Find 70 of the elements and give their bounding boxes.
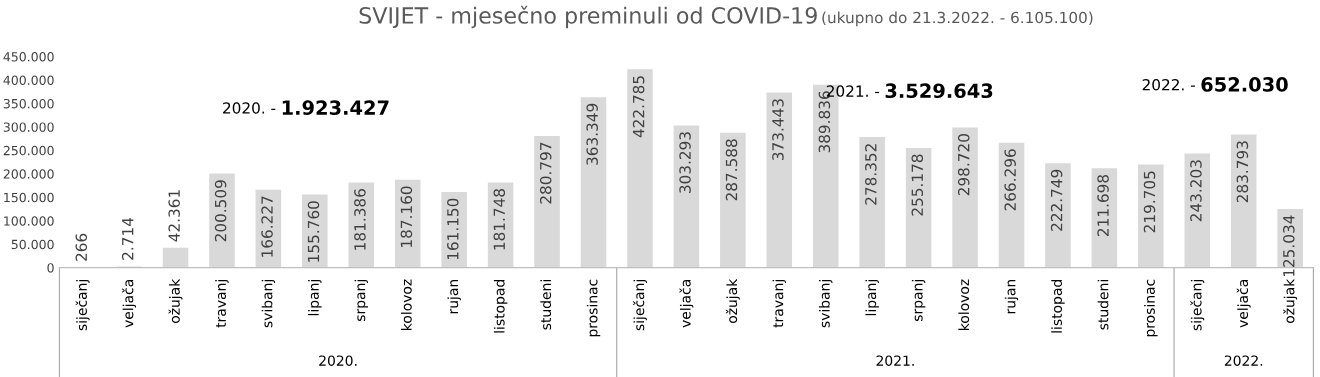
x-tick-label: siječanj [632,280,647,331]
data-label: 161.150 [447,198,459,260]
data-label: 287.588 [725,139,738,201]
x-tick-label: siječanj [1190,280,1205,331]
data-label: 2.714 [121,217,134,260]
x-tick-label: listopad [493,280,508,333]
y-tick-label: 150.000 [4,192,54,203]
data-label: 222.749 [1050,169,1063,231]
chart-subtitle: (ukupno do 21.3.2022. - 6.105.100) [822,11,1093,27]
x-tick-label: ožujak [1283,278,1298,324]
data-label: 181.386 [354,189,366,250]
data-label: 363.349 [586,103,598,165]
data-label: 187.160 [400,186,413,247]
data-label: 42.361 [168,190,180,242]
x-tick-label: siječanj [75,280,90,331]
x-tick-label: srpanj [911,280,926,321]
x-tick-label: travanj [772,280,787,328]
data-label: 280.797 [539,142,552,204]
data-label: 219.705 [1143,171,1156,233]
data-label: 166.227 [261,196,273,257]
data-label: 266.296 [1004,149,1016,211]
x-tick-label: studeni [540,280,552,330]
text: 2020. [319,355,357,366]
text: 2021. [876,355,914,366]
x-tick-label: lipanj [308,280,322,316]
data-label: 373.443 [772,99,784,161]
data-label: 200.509 [214,180,227,242]
data-label: 298.720 [957,134,970,196]
y-tick-label: 200.000 [3,169,54,179]
y-tick-label: 350.000 [3,98,54,109]
data-label: 255.178 [911,154,924,216]
x-tick-label: listopad [1051,280,1065,333]
annotation: 2020. - 1.923.427 [223,100,389,115]
x-tick-label: svibanj [819,280,833,328]
data-label: 422.785 [632,76,645,138]
y-tick-label: 300.000 [3,122,54,132]
y-tick-label: 100.000 [4,216,54,226]
x-tick-label: veljača [122,280,137,328]
x-tick-label: rujan [447,279,461,314]
annotation: 2022. - 652.030 [1142,77,1288,92]
x-tick-label: prosinac [1144,279,1158,337]
data-label: 125.034 [1283,215,1295,277]
x-tick-label: kolovoz [401,279,412,330]
x-tick-label: prosinac [586,279,601,337]
x-tick-label: veljača [1236,280,1251,328]
chart-title: SVIJET - mjesečno preminuli od COVID-19 [359,5,817,29]
x-tick-label: travanj [215,280,229,328]
x-tick-label: srpanj [354,280,369,321]
data-label: 303.293 [679,132,691,193]
data-label: 181.748 [493,189,506,250]
text: 2022. [1224,355,1263,366]
data-label: 243.203 [1190,160,1202,222]
y-tick-label: 50.000 [11,239,54,250]
y-tick-label: 450.000 [3,52,54,62]
x-tick-label: svibanj [261,280,276,328]
x-tick-label: ožujak [168,278,183,324]
y-tick-label: 250.000 [3,145,54,156]
x-tick-label: rujan [1004,279,1019,314]
data-label: 266 [75,233,88,261]
x-tick-label: studeni [1097,280,1109,330]
x-tick-label: kolovoz [958,279,970,330]
y-tick-label: 0 [47,263,54,273]
x-tick-label: ožujak [725,278,740,324]
data-label: 211.698 [1097,174,1109,236]
x-tick-label: veljača [679,280,694,328]
data-label: 155.760 [307,201,320,262]
data-label: 283.793 [1236,141,1249,203]
data-label: 278.352 [865,144,877,205]
y-tick-label: 400.000 [3,75,54,85]
x-tick-label: lipanj [865,280,879,316]
